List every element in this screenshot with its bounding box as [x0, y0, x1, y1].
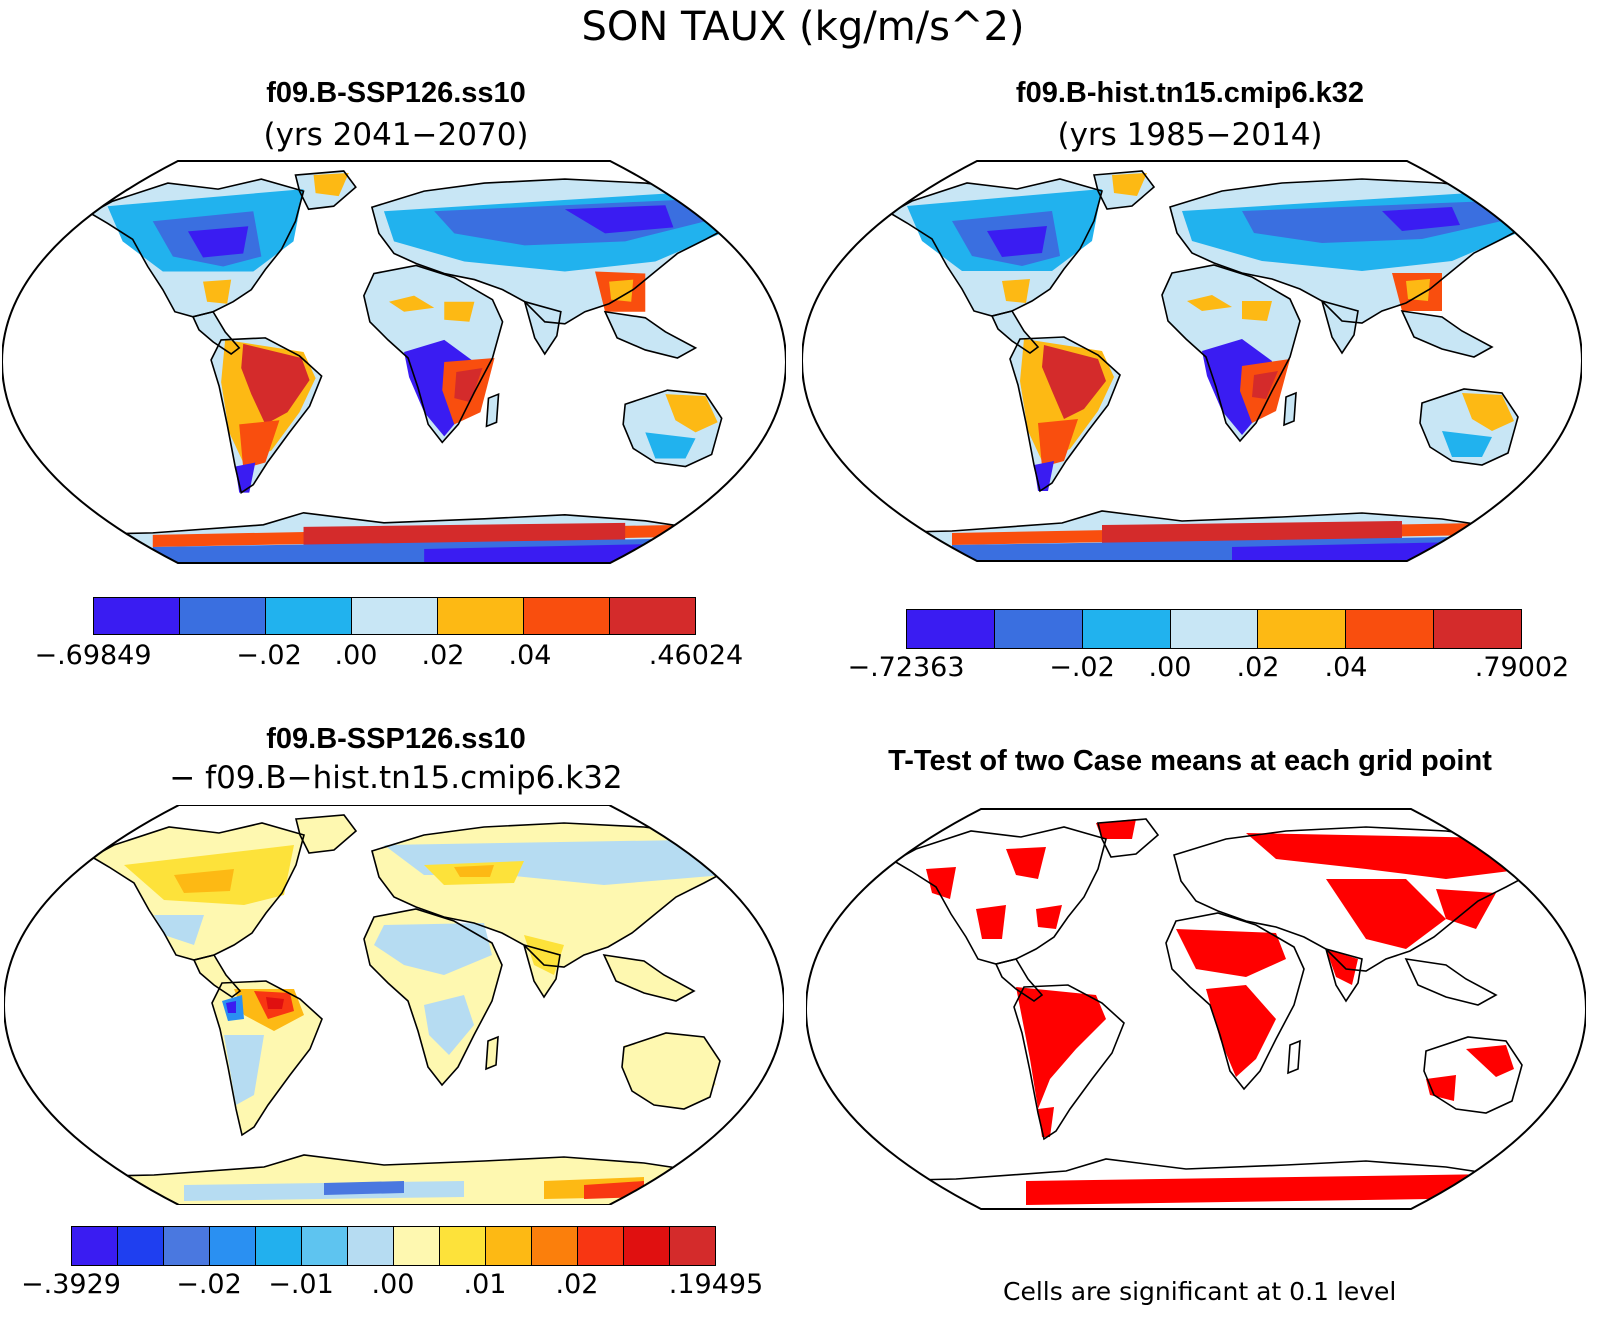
colorbar-swatch	[352, 598, 438, 634]
colorbar-tick-label: .04	[508, 640, 552, 671]
colorbar-swatch	[1346, 610, 1435, 648]
panel2-colorbar	[906, 609, 1522, 649]
colorbar-tick-label: .04	[1324, 652, 1368, 683]
panel3-subtitle: − f09.B−hist.tn15.cmip6.k32	[169, 760, 623, 796]
colorbar-tick-label: .00	[334, 640, 378, 671]
figure-title: SON TAUX (kg/m/s^2)	[581, 4, 1025, 50]
colorbar-swatch	[72, 1227, 118, 1265]
colorbar-swatch	[1082, 610, 1171, 648]
colorbar-swatch	[624, 1227, 670, 1265]
colorbar-swatch	[180, 598, 266, 634]
colorbar-tick-label: .00	[371, 1269, 415, 1300]
colorbar-swatch	[94, 598, 180, 634]
colorbar-tick-label: −.72363	[847, 652, 965, 683]
colorbar-tick-label: .79002	[1474, 652, 1570, 683]
colorbar-swatch	[210, 1227, 256, 1265]
colorbar-swatch	[578, 1227, 624, 1265]
colorbar-tick-label: .02	[555, 1269, 599, 1300]
colorbar-tick-label: .02	[1236, 652, 1280, 683]
panel3-map	[4, 805, 784, 1205]
colorbar-swatch	[907, 610, 995, 648]
colorbar-swatch	[118, 1227, 164, 1265]
colorbar-swatch	[670, 1227, 715, 1265]
colorbar-swatch	[348, 1227, 394, 1265]
panel1-colorbar	[93, 597, 696, 635]
panel3-title: f09.B-SSP126.ss10	[266, 723, 526, 755]
colorbar-tick-label: −.01	[268, 1269, 334, 1300]
colorbar-swatch	[302, 1227, 348, 1265]
panel1-title: f09.B-SSP126.ss10	[266, 77, 526, 109]
colorbar-tick-label: .01	[463, 1269, 507, 1300]
colorbar-tick-label: .00	[1148, 652, 1192, 683]
panel4-map	[806, 808, 1586, 1210]
colorbar-swatch	[266, 598, 352, 634]
colorbar-swatch	[256, 1227, 302, 1265]
colorbar-tick-label: −.02	[236, 640, 302, 671]
colorbar-swatch	[438, 598, 524, 634]
panel4-title: T-Test of two Case means at each grid po…	[888, 745, 1492, 777]
colorbar-swatch	[164, 1227, 210, 1265]
colorbar-swatch	[994, 610, 1083, 648]
colorbar-tick-label: −.02	[1049, 652, 1115, 683]
colorbar-swatch	[1258, 610, 1347, 648]
colorbar-tick-label: −.3929	[21, 1269, 121, 1300]
significance-note: Cells are significant at 0.1 level	[1003, 1277, 1397, 1306]
colorbar-tick-label: −.02	[176, 1269, 242, 1300]
colorbar-swatch	[532, 1227, 578, 1265]
panel2-subtitle: (yrs 1985−2014)	[1057, 117, 1323, 153]
colorbar-tick-label: .02	[421, 640, 465, 671]
colorbar-swatch	[440, 1227, 486, 1265]
colorbar-tick-label: −.69849	[34, 640, 152, 671]
colorbar-swatch	[610, 598, 695, 634]
colorbar-tick-label: .19495	[668, 1269, 764, 1300]
panel3-colorbar	[71, 1226, 716, 1266]
colorbar-swatch	[486, 1227, 532, 1265]
panel1-map	[2, 160, 786, 564]
colorbar-swatch	[394, 1227, 440, 1265]
panel2-map	[802, 160, 1582, 562]
panel2-title: f09.B-hist.tn15.cmip6.k32	[1015, 77, 1365, 109]
colorbar-swatch	[1434, 610, 1522, 648]
colorbar-swatch	[1170, 610, 1259, 648]
colorbar-tick-label: .46024	[648, 640, 744, 671]
colorbar-swatch	[524, 598, 610, 634]
panel1-subtitle: (yrs 2041−2070)	[263, 117, 529, 153]
